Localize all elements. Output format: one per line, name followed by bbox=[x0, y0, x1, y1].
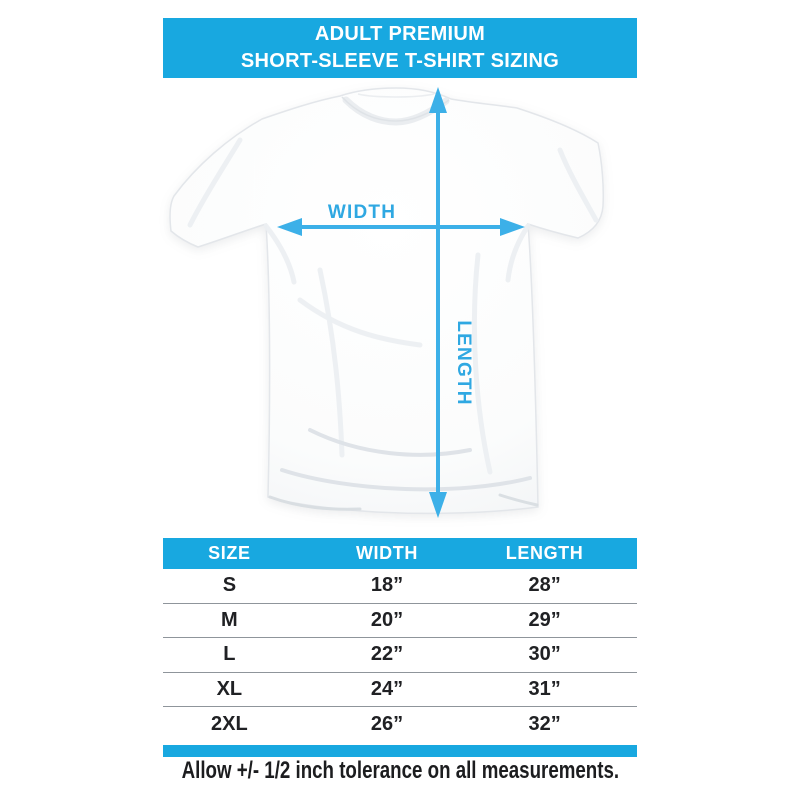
width-arrow-right-head bbox=[500, 218, 525, 236]
width-label: WIDTH bbox=[328, 202, 396, 223]
cell-length: 29” bbox=[528, 608, 561, 631]
table-row: XL 24” 31” bbox=[163, 673, 637, 707]
cell-length: 28” bbox=[528, 574, 561, 596]
header-width: WIDTH bbox=[355, 543, 418, 563]
table-row: L 22” 30” bbox=[163, 638, 637, 673]
cell-size: 2XL bbox=[211, 713, 248, 735]
cell-length: 31” bbox=[528, 677, 561, 700]
size-table: SIZE WIDTH LENGTH S 18” 28” M 20” 29” L … bbox=[163, 538, 637, 742]
length-arrow-top-head bbox=[429, 87, 447, 113]
banner-title-line1: ADULT PREMIUM bbox=[314, 23, 486, 45]
header-length: LENGTH bbox=[505, 543, 584, 563]
bottom-accent-bar bbox=[163, 745, 637, 757]
length-label: LENGTH bbox=[453, 320, 474, 405]
cell-width: 22” bbox=[370, 643, 404, 665]
table-row: M 20” 29” bbox=[163, 604, 637, 638]
tolerance-note: Allow +/- 1/2 inch tolerance on all meas… bbox=[181, 757, 620, 784]
cell-size: S bbox=[222, 574, 237, 596]
banner-title-line2: SHORT-SLEEVE T-SHIRT SIZING bbox=[240, 50, 560, 72]
measurement-arrows: WIDTH LENGTH bbox=[277, 87, 525, 518]
cell-length: 32” bbox=[528, 713, 561, 735]
width-arrow-left-head bbox=[277, 218, 302, 236]
cell-length: 30” bbox=[528, 643, 561, 665]
table-row: S 18” 28” bbox=[163, 569, 637, 604]
tshirt-illustration bbox=[169, 87, 604, 515]
banner: ADULT PREMIUM SHORT-SLEEVE T-SHIRT SIZIN… bbox=[163, 18, 637, 78]
table-header: SIZE WIDTH LENGTH bbox=[163, 538, 637, 569]
cell-width: 18” bbox=[370, 574, 404, 596]
cell-size: XL bbox=[216, 677, 243, 700]
cell-width: 26” bbox=[370, 713, 404, 735]
cell-size: L bbox=[223, 643, 236, 665]
tshirt-diagram: WIDTH LENGTH bbox=[140, 78, 660, 543]
cell-width: 24” bbox=[370, 677, 404, 700]
header-size: SIZE bbox=[208, 543, 251, 563]
cell-size: M bbox=[221, 608, 238, 631]
table-row: 2XL 26” 32” bbox=[163, 707, 637, 742]
cell-width: 20” bbox=[370, 608, 404, 631]
length-arrow-bottom-head bbox=[429, 492, 447, 518]
